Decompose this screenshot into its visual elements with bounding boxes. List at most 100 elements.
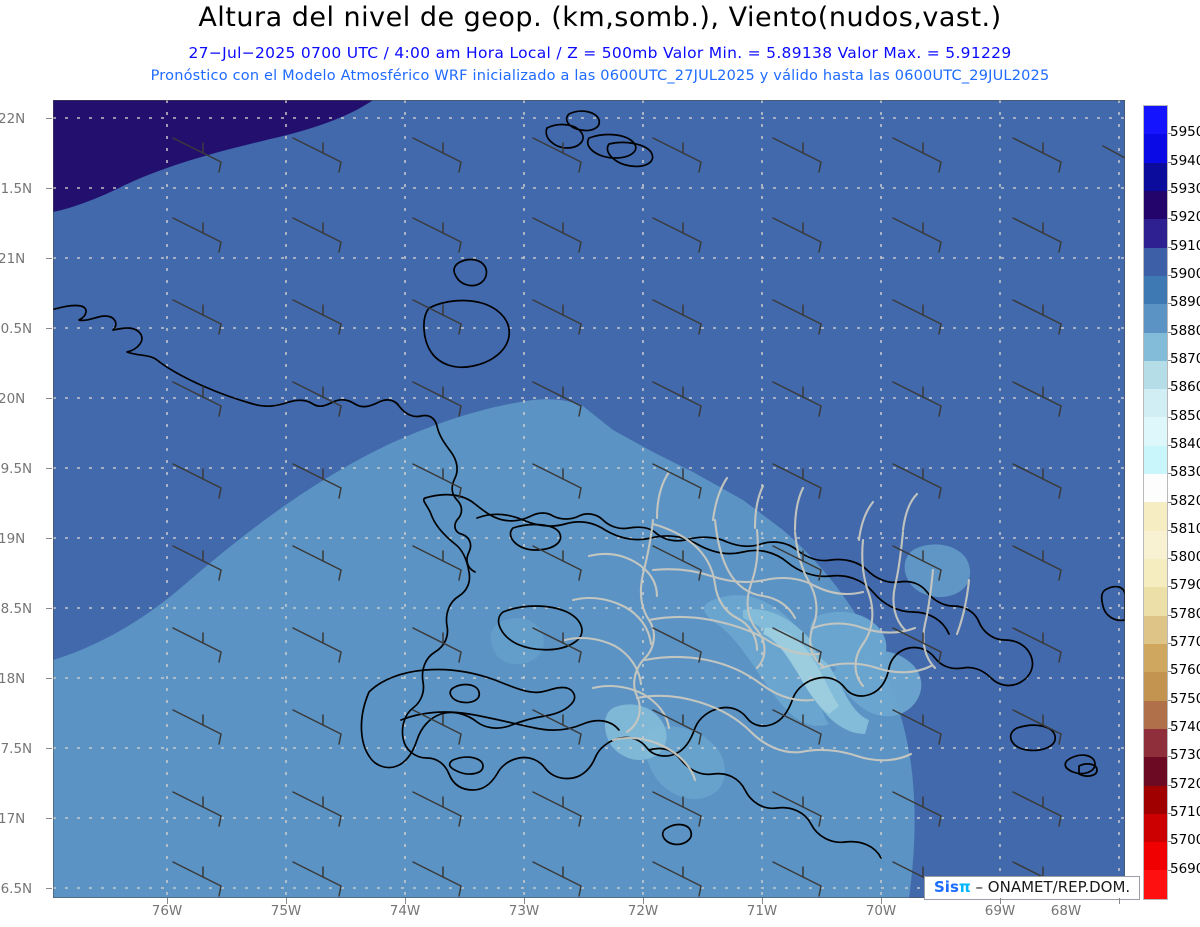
map-plot-area[interactable]	[53, 100, 1125, 898]
contour-patch-enriquillo	[490, 617, 544, 665]
xtick-75w: 75W	[270, 903, 302, 919]
coastline-hispaniola-south	[648, 747, 882, 859]
coastline-isla-saona	[1009, 724, 1056, 752]
colorbar-band-3	[1144, 190, 1167, 220]
colorbar-band-10	[1144, 389, 1167, 418]
colorbar-tickmark-5850	[1168, 416, 1172, 418]
ytick-20-5n: 20.5N	[0, 321, 33, 337]
colorbar-tick-5900: 5900	[1170, 265, 1200, 282]
ytick-19-5n: 19.5N	[0, 461, 33, 477]
x-tickmark-0	[167, 898, 168, 904]
x-tickmark-1	[286, 898, 287, 904]
colorbar-tickmark-5950	[1168, 133, 1172, 135]
colorbar-tickmark-5750	[1168, 699, 1172, 701]
y-tickmark-11	[46, 888, 52, 889]
colorbar-tickmark-5900	[1168, 274, 1172, 276]
colorbar-band-8	[1144, 332, 1167, 361]
colorbar-band-9	[1144, 360, 1167, 390]
contour-patch-samana-bay	[904, 544, 971, 598]
colorbar[interactable]	[1143, 105, 1168, 900]
colorbar-tickmark-5710	[1168, 813, 1172, 815]
colorbar-band-1	[1144, 134, 1167, 163]
colorbar-tick-5920: 5920	[1170, 209, 1200, 226]
coastline-jamaica	[360, 668, 576, 769]
y-tickmark-3	[46, 328, 52, 329]
colorbar-band-0	[1144, 106, 1167, 135]
colorbar-tick-5940: 5940	[1170, 152, 1200, 169]
colorbar-tick-5780: 5780	[1170, 605, 1200, 622]
colorbar-tick-5720: 5720	[1170, 775, 1200, 792]
colorbar-band-20	[1144, 672, 1167, 701]
colorbar-tick-5710: 5710	[1170, 804, 1200, 821]
colorbar-tickmark-5920	[1168, 218, 1172, 220]
xtick-72w: 72W	[627, 903, 659, 919]
ytick-22n: 22N	[0, 111, 26, 127]
coastline-key-c	[606, 141, 654, 168]
y-tickmark-9	[46, 748, 52, 749]
province-boundaries	[563, 470, 971, 782]
contour-patch-cibao	[809, 611, 887, 673]
colorbar-tickmark-5910	[1168, 246, 1172, 248]
colorbar-tickmark-5820	[1168, 501, 1172, 503]
coastline-hispaniola-north	[476, 513, 950, 635]
colorbar-tick-5840: 5840	[1170, 435, 1200, 452]
y-tickmark-6	[46, 538, 52, 539]
ytick-19n: 19N	[0, 531, 26, 547]
colorbar-tick-5880: 5880	[1170, 322, 1200, 339]
colorbar-tickmark-5790	[1168, 586, 1172, 588]
y-tickmark-0	[46, 118, 52, 119]
ytick-18n: 18N	[0, 671, 26, 687]
subtitle-model-info: Pronóstico con el Modelo Atmosférico WRF…	[150, 68, 1050, 84]
colorbar-band-24	[1144, 785, 1167, 814]
colorbar-tick-5750: 5750	[1170, 690, 1200, 707]
title-block: Altura del nivel de geop. (km,somb.), Vi…	[0, 0, 1200, 100]
y-tickmark-7	[46, 608, 52, 609]
colorbar-tickmark-5730	[1168, 756, 1172, 758]
contour-patch-barahona	[604, 704, 667, 761]
y-tickmark-1	[46, 188, 52, 189]
colorbar-band-27	[1144, 870, 1167, 899]
x-tickmark-7	[1000, 898, 1001, 904]
x-tickmark-3	[524, 898, 525, 904]
colorbar-tick-5740: 5740	[1170, 719, 1200, 736]
colorbar-tickmark-5690	[1168, 869, 1172, 871]
colorbar-band-19	[1144, 643, 1167, 673]
xtick-70w: 70W	[865, 903, 897, 919]
map-svg	[53, 100, 1125, 898]
colorbar-tickmark-5870	[1168, 359, 1172, 361]
coastline-key-b	[586, 133, 637, 159]
y-tickmark-5	[46, 468, 52, 469]
colorbar-band-13	[1144, 474, 1167, 503]
ytick-21-5n: 21.5N	[0, 181, 33, 197]
colorbar-tickmark-5740	[1168, 728, 1172, 730]
agency-logo: Sisπ – ONAMET/REP.DOM.	[924, 876, 1141, 900]
colorbar-tick-5830: 5830	[1170, 464, 1200, 481]
wind-barbs	[172, 137, 1125, 897]
colorbar-labels: 5950 5940 5930 5920 5910 5900 5890 5880 5870 5860…	[1170, 105, 1200, 905]
grid-lines	[53, 100, 1125, 898]
colorbar-band-26	[1144, 842, 1167, 871]
ytick-18-5n: 18.5N	[0, 601, 33, 617]
colorbar-tickmark-5880	[1168, 331, 1172, 333]
coastline-key-d	[565, 110, 601, 132]
colorbar-band-22	[1144, 728, 1167, 758]
colorbar-tickmark-5830	[1168, 473, 1172, 475]
colorbar-band-6	[1144, 275, 1167, 305]
colorbar-band-23	[1144, 757, 1167, 786]
colorbar-tickmark-5700	[1168, 841, 1172, 843]
ytick-17-5n: 17.5N	[0, 741, 33, 757]
colorbar-tickmark-5760	[1168, 671, 1172, 673]
colorbar-band-21	[1144, 700, 1167, 729]
logo-pi-icon: π	[958, 878, 971, 896]
colorbar-tick-5770: 5770	[1170, 634, 1200, 651]
x-tickmark-5	[762, 898, 763, 904]
colorbar-tick-5870: 5870	[1170, 350, 1200, 367]
colorbar-tickmark-5860	[1168, 388, 1172, 390]
colorbar-band-7	[1144, 304, 1167, 333]
subtitle-datetime: 27−Jul−2025 0700 UTC / 4:00 am Hora Loca…	[188, 44, 1012, 62]
colorbar-tick-5860: 5860	[1170, 379, 1200, 396]
contour-patch-caribbean	[847, 744, 913, 821]
colorbar-tick-5760: 5760	[1170, 662, 1200, 679]
coastline-tortuga	[509, 523, 562, 551]
x-tickmark-4	[643, 898, 644, 904]
